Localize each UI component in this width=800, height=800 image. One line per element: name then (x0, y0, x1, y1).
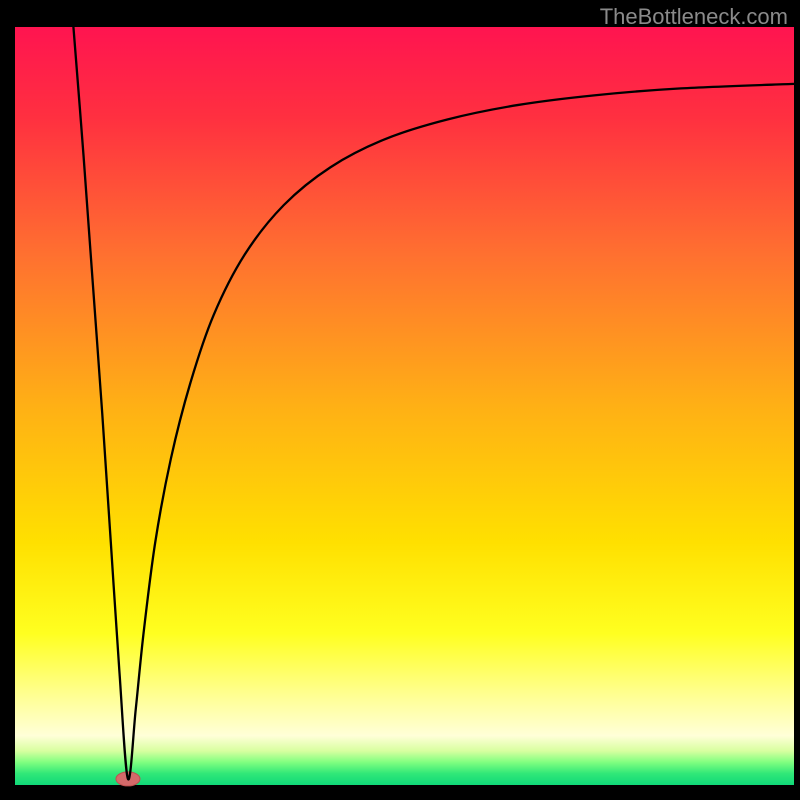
watermark-text: TheBottleneck.com (600, 4, 788, 30)
chart-svg (0, 0, 800, 800)
bottleneck-chart: TheBottleneck.com (0, 0, 800, 800)
plot-background (15, 27, 794, 785)
